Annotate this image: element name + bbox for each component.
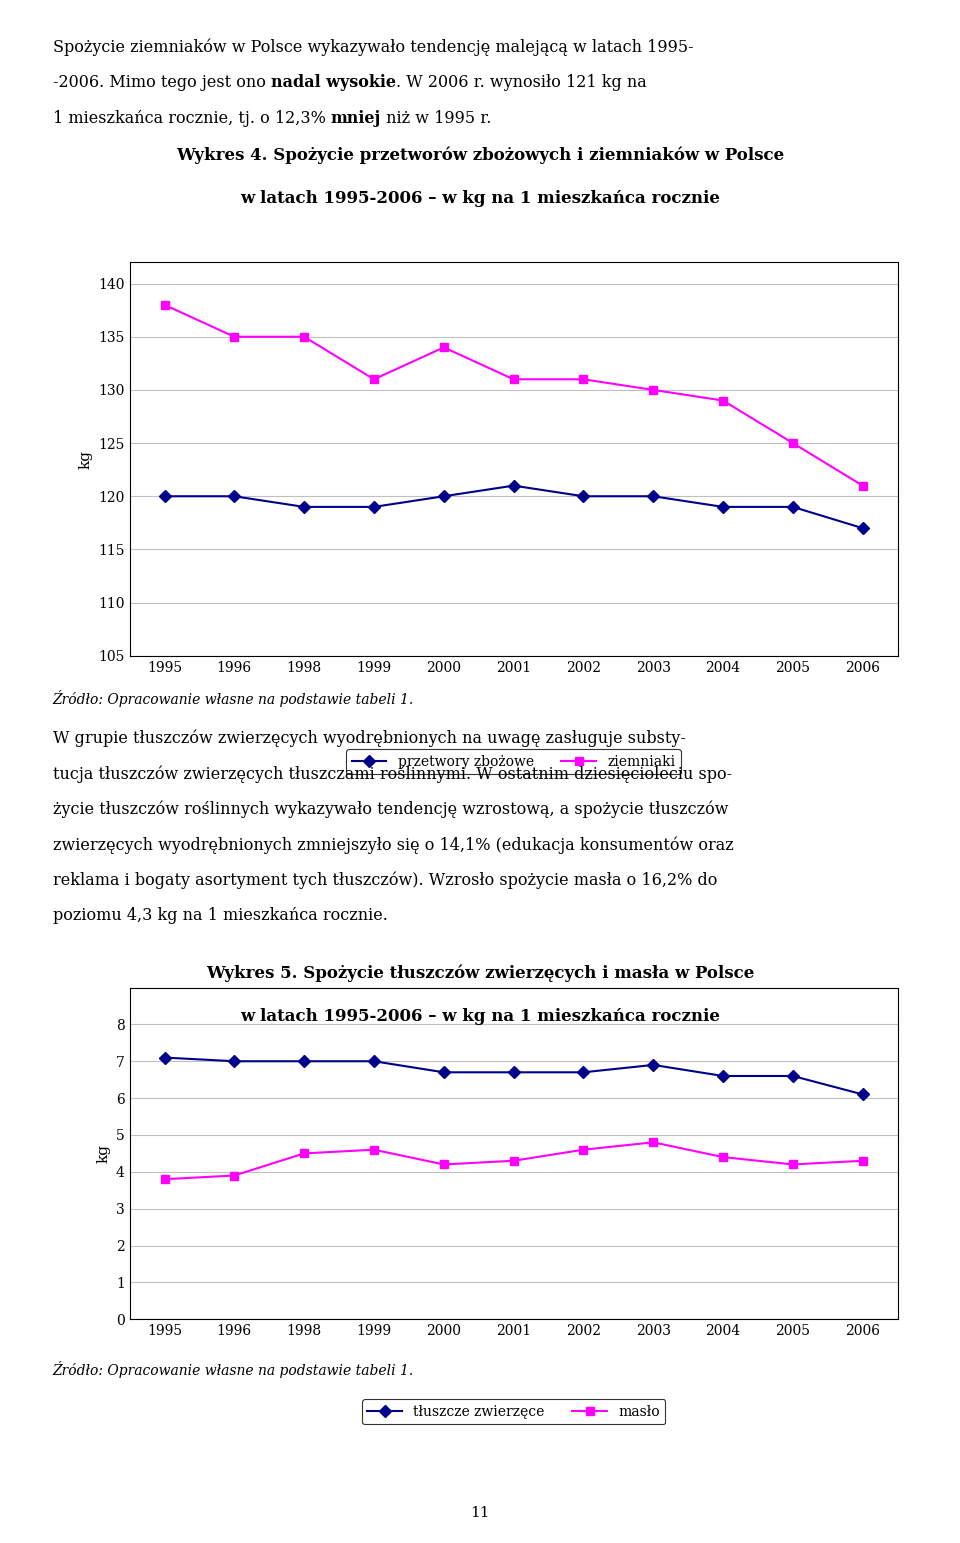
Text: Wykres 5. Spożycie tłuszczów zwierzęcych i masła w Polsce: Wykres 5. Spożycie tłuszczów zwierzęcych… (205, 964, 755, 981)
Text: życie tłuszczów roślinnych wykazywało tendencję wzrostową, a spożycie tłuszczów: życie tłuszczów roślinnych wykazywało te… (53, 801, 729, 818)
Legend: tłuszcze zwierzęce, masło: tłuszcze zwierzęce, masło (362, 1400, 665, 1424)
Text: Źródło: Opracowanie własne na podstawie tabeli 1.: Źródło: Opracowanie własne na podstawie … (53, 690, 414, 707)
Text: 11: 11 (470, 1506, 490, 1520)
Text: -2006. Mimo tego jest ono: -2006. Mimo tego jest ono (53, 74, 271, 91)
Text: Źródło: Opracowanie własne na podstawie tabeli 1.: Źródło: Opracowanie własne na podstawie … (53, 1361, 414, 1378)
Text: 1 mieszkańca rocznie, tj. o 12,3%: 1 mieszkańca rocznie, tj. o 12,3% (53, 110, 331, 127)
Text: reklama i bogaty asortyment tych tłuszczów). Wzrosło spożycie masła o 16,2% do: reklama i bogaty asortyment tych tłuszcz… (53, 872, 717, 889)
Text: niż w 1995 r.: niż w 1995 r. (381, 110, 492, 127)
Y-axis label: kg: kg (79, 449, 93, 469)
Text: tucja tłuszczów zwierzęcych tłuszczami roślinnymi. W ostatnim dziesięcioleciu sp: tucja tłuszczów zwierzęcych tłuszczami r… (53, 765, 732, 782)
Text: w latach 1995-2006 – w kg na 1 mieszkańca rocznie: w latach 1995-2006 – w kg na 1 mieszkańc… (240, 190, 720, 207)
Text: w latach 1995-2006 – w kg na 1 mieszkańca rocznie: w latach 1995-2006 – w kg na 1 mieszkańc… (240, 1008, 720, 1025)
Text: W grupie tłuszczów zwierzęcych wyodrębnionych na uwagę zasługuje substy-: W grupie tłuszczów zwierzęcych wyodrębni… (53, 730, 685, 747)
Y-axis label: kg: kg (96, 1143, 110, 1163)
Text: Wykres 4. Spożycie przetworów zbożowych i ziemniaków w Polsce: Wykres 4. Spożycie przetworów zbożowych … (176, 147, 784, 164)
Legend: przetwory zbożowe, ziemniaki: przetwory zbożowe, ziemniaki (347, 750, 681, 775)
Text: nadal wysokie: nadal wysokie (271, 74, 396, 91)
Text: mniej: mniej (331, 110, 381, 127)
Text: zwierzęcych wyodrębnionych zmniejszyło się o 14,1% (edukacja konsumentów oraz: zwierzęcych wyodrębnionych zmniejszyło s… (53, 836, 733, 853)
Text: poziomu 4,3 kg na 1 mieszkańca rocznie.: poziomu 4,3 kg na 1 mieszkańca rocznie. (53, 907, 388, 924)
Text: . W 2006 r. wynosiło 121 kg na: . W 2006 r. wynosiło 121 kg na (396, 74, 646, 91)
Text: Spożycie ziemniaków w Polsce wykazywało tendencję malejącą w latach 1995-: Spożycie ziemniaków w Polsce wykazywało … (53, 39, 693, 56)
